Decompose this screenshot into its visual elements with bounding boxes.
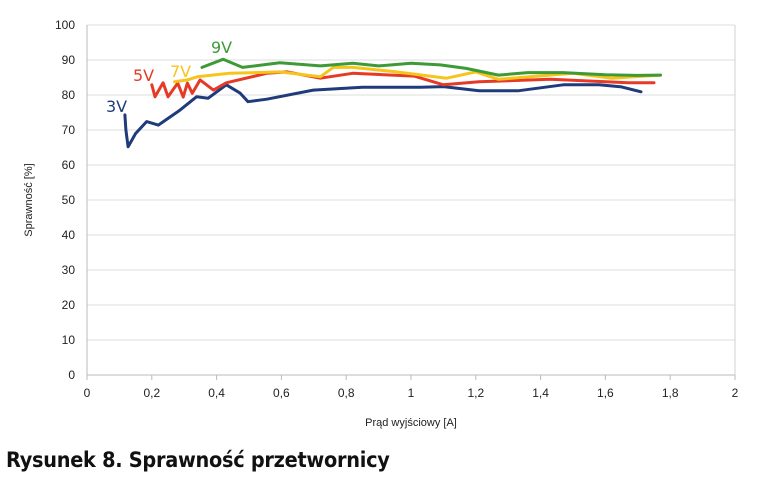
gridlines [86, 24, 736, 376]
series-label-7v: 7V [170, 62, 191, 81]
x-axis-ticks: 0 0,2 0,4 0,6 0,8 1 1,2 1,4 1,6 1,8 2 [84, 375, 739, 400]
series-label-3v: 3V [106, 97, 127, 116]
figure-caption: Rysunek 8. Sprawność przetwornicy [6, 448, 390, 472]
x-tick-label: 0,6 [273, 386, 290, 400]
x-tick-label: 1,8 [662, 386, 679, 400]
x-tick-label: 1 [408, 386, 415, 400]
series-labels: 3V 5V 7V 9V [106, 38, 232, 116]
series-line-9v [200, 57, 662, 77]
y-tick-label: 50 [62, 193, 76, 207]
y-tick-label: 10 [62, 333, 76, 347]
y-tick-label: 80 [62, 88, 76, 102]
series-lines [123, 57, 662, 149]
y-tick-label: 20 [62, 298, 76, 312]
y-tick-label: 60 [62, 158, 76, 172]
y-tick-label: 70 [62, 123, 76, 137]
x-tick-label: 1,6 [597, 386, 614, 400]
series-label-5v: 5V [133, 66, 154, 85]
y-tick-label: 100 [55, 18, 75, 32]
x-tick-label: 0 [84, 386, 91, 400]
x-axis-title: Prąd wyjściowy [A] [365, 417, 457, 429]
x-tick-label: 1,4 [532, 386, 549, 400]
y-tick-label: 40 [62, 228, 76, 242]
y-axis-ticks: 0 10 20 30 40 50 60 70 80 90 100 [55, 18, 75, 382]
x-tick-label: 0,2 [143, 386, 160, 400]
y-tick-label: 90 [62, 53, 76, 67]
x-tick-label: 1,2 [467, 386, 484, 400]
x-tick-label: 0,4 [208, 386, 225, 400]
series-line-7v [173, 65, 662, 84]
y-tick-label: 30 [62, 263, 76, 277]
series-label-9v: 9V [211, 38, 232, 57]
x-tick-label: 0,8 [338, 386, 355, 400]
y-tick-label: 0 [68, 368, 75, 382]
x-tick-label: 2 [732, 386, 739, 400]
y-axis-title: Sprawność [%] [23, 163, 35, 236]
series-line-5v [150, 70, 656, 99]
series-line-3v [123, 83, 643, 149]
